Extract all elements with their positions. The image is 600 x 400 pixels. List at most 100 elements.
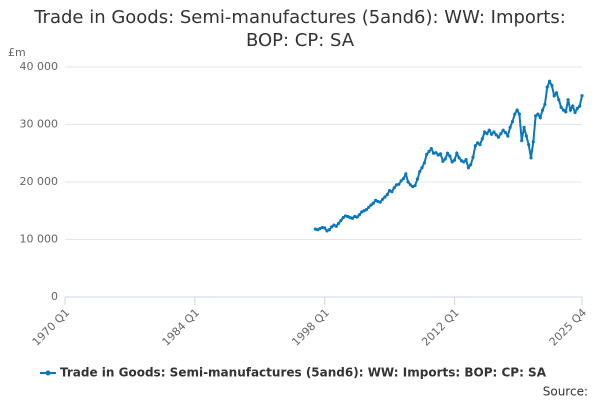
data-point	[568, 108, 573, 112]
data-point	[557, 98, 561, 102]
data-point	[445, 151, 450, 155]
data-point	[443, 157, 447, 161]
data-point	[499, 132, 503, 136]
data-point	[378, 200, 382, 204]
data-point	[323, 226, 327, 230]
data-point	[406, 180, 410, 184]
data-point	[494, 133, 498, 137]
data-point	[564, 110, 568, 114]
data-point	[357, 213, 362, 217]
data-point	[434, 151, 438, 155]
y-tick-label: 0	[51, 290, 58, 303]
data-point	[473, 144, 477, 148]
data-point	[425, 152, 429, 156]
data-point	[404, 172, 408, 176]
legend-label: Trade in Goods: Semi-manufactures (5and6…	[60, 366, 547, 380]
x-tick-label: 2025 Q4	[547, 306, 590, 349]
data-point	[450, 160, 454, 164]
data-point	[390, 190, 394, 194]
data-point	[489, 132, 494, 136]
data-point	[339, 218, 343, 223]
data-point	[522, 125, 526, 129]
x-tick-label: 1970 Q1	[30, 306, 73, 349]
source: Source:	[543, 385, 588, 399]
data-point	[571, 104, 575, 108]
data-point	[452, 158, 457, 162]
data-point	[510, 120, 515, 124]
data-point	[341, 216, 345, 220]
data-point	[529, 156, 533, 160]
data-point	[513, 112, 517, 116]
data-point	[496, 135, 501, 139]
data-point	[520, 139, 524, 143]
data-point	[381, 197, 385, 201]
data-point	[503, 130, 508, 135]
data-point	[462, 160, 466, 164]
y-tick-label: 30 000	[20, 118, 59, 131]
data-point	[575, 106, 579, 110]
data-point	[492, 130, 496, 134]
data-point	[355, 215, 359, 219]
x-tick-label: 1998 Q1	[289, 306, 332, 349]
data-point	[573, 110, 577, 115]
data-point	[369, 203, 373, 207]
y-tick-label: 10 000	[20, 233, 59, 246]
x-tick-label: 2012 Q1	[419, 306, 462, 349]
data-point	[457, 156, 461, 160]
data-point	[483, 130, 487, 134]
data-point	[464, 157, 468, 162]
legend-marker	[45, 370, 51, 376]
data-point	[559, 105, 563, 109]
data-point	[392, 186, 396, 190]
y-axis-label: £m	[8, 46, 26, 59]
data-point	[515, 108, 519, 112]
data-point	[327, 228, 331, 232]
data-point	[517, 112, 522, 116]
data-point	[422, 161, 426, 165]
data-point	[455, 151, 459, 155]
data-point	[543, 102, 547, 106]
y-tick-label: 40 000	[20, 60, 59, 73]
data-point	[566, 98, 570, 102]
data-point	[383, 195, 387, 199]
x-tick-label: 1984 Q1	[160, 306, 203, 349]
data-point	[508, 125, 512, 129]
data-point	[536, 112, 540, 116]
data-point	[401, 176, 406, 181]
data-point	[336, 221, 341, 225]
data-point	[438, 152, 443, 156]
data-point	[469, 163, 473, 167]
data-point	[485, 132, 489, 136]
data-point	[330, 225, 334, 229]
data-point	[367, 205, 371, 209]
data-point	[471, 155, 475, 159]
data-point	[399, 179, 403, 183]
data-point	[487, 128, 491, 132]
data-point	[371, 201, 375, 205]
chart-title: Trade in Goods: Semi-manufactures (5and6…	[34, 7, 566, 51]
data-point	[429, 147, 433, 151]
data-point	[385, 193, 389, 197]
data-point	[550, 83, 554, 87]
data-point	[478, 143, 482, 147]
data-point	[524, 134, 528, 138]
data-point	[418, 170, 422, 174]
data-point	[506, 134, 510, 138]
data-point	[476, 141, 480, 145]
data-point	[364, 208, 368, 212]
data-point	[561, 108, 566, 112]
data-point	[540, 108, 545, 112]
data-point	[547, 79, 552, 83]
data-point	[545, 85, 549, 89]
y-tick-label: 20 000	[20, 175, 59, 188]
data-point	[538, 116, 542, 120]
data-point	[441, 159, 445, 163]
data-point	[554, 91, 559, 95]
data-point	[527, 143, 531, 147]
data-point	[415, 177, 419, 181]
data-point	[580, 94, 584, 98]
data-point	[552, 94, 556, 98]
data-point	[413, 183, 417, 188]
